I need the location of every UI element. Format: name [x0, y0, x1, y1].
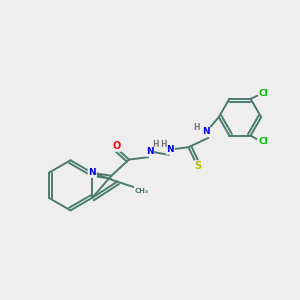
Text: O: O — [112, 141, 121, 151]
Text: N: N — [146, 147, 153, 156]
Text: Cl: Cl — [258, 137, 268, 146]
Text: Cl: Cl — [259, 89, 269, 98]
Text: H: H — [193, 123, 200, 132]
Text: N: N — [88, 168, 96, 177]
Text: N: N — [202, 128, 210, 136]
Text: H: H — [152, 140, 159, 149]
Text: N: N — [167, 145, 174, 154]
Text: S: S — [195, 161, 202, 171]
Text: H: H — [160, 140, 167, 149]
Text: CH₃: CH₃ — [135, 188, 149, 194]
